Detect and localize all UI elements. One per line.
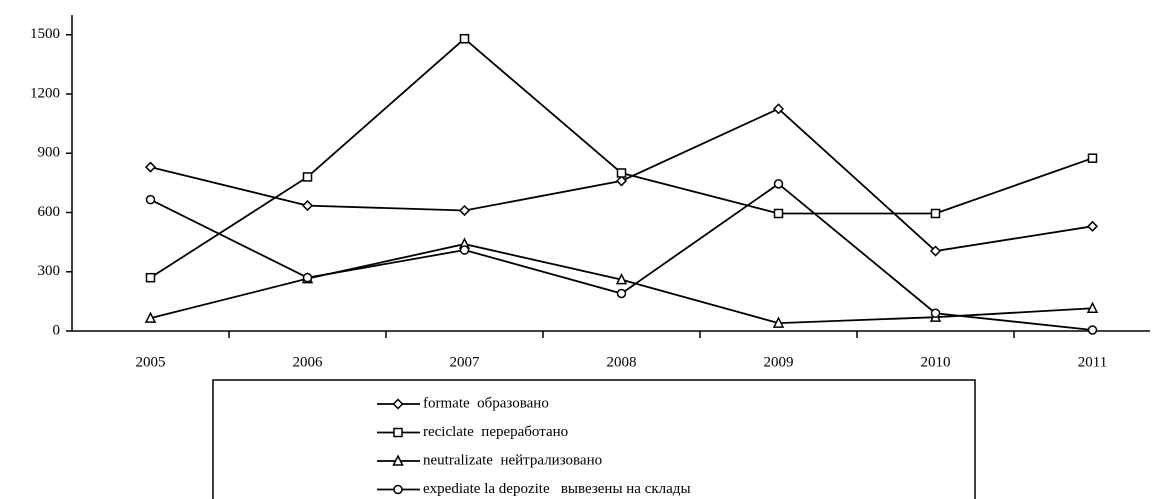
data-point [144,311,157,323]
data-point [615,272,628,285]
data-point [773,179,784,189]
x-tick-label: 2007 [450,354,481,370]
data-point [616,168,627,178]
series-line [150,37,1093,279]
data-point [301,200,314,212]
data-point [145,272,156,283]
legend-label: neutralizate нейтрализовано [423,452,602,468]
data-point [930,308,941,318]
data-point [302,172,313,182]
data-point [302,272,313,283]
data-point [773,208,784,219]
x-tick-label: 2008 [607,354,637,370]
y-tick-label: 300 [38,263,61,279]
data-point [145,194,156,205]
y-tick-label: 900 [38,145,61,161]
legend-label: reciclate переработано [423,424,568,440]
legend-marker [393,484,403,495]
x-tick-label: 2005 [136,354,166,370]
legend-marker [392,454,404,466]
legend-box [212,379,976,499]
data-point [458,204,471,217]
x-tick-label: 2009 [764,354,794,370]
legend-label: expediate la depozite вывезены на склады [423,481,691,497]
legend-label: formate образовано [423,395,549,411]
x-tick-label: 2011 [1078,354,1107,370]
data-point [930,208,941,219]
data-point [772,103,785,115]
data-point [459,33,470,44]
data-point [1087,325,1098,335]
data-point [616,288,627,299]
data-point [615,175,628,187]
data-point [929,245,942,257]
legend-marker [393,427,403,438]
data-point [459,245,470,255]
y-tick-label: 600 [38,204,61,220]
data-point [1087,153,1098,163]
data-point [1086,301,1099,314]
y-tick-label: 1200 [30,85,60,101]
series-line [150,182,1093,331]
data-point [1086,220,1099,232]
y-tick-label: 0 [53,322,61,338]
y-tick-label: 1500 [30,26,60,42]
legend-marker [392,398,404,410]
data-point [144,161,157,173]
x-tick-label: 2010 [921,354,951,370]
data-point [772,316,785,328]
x-tick-label: 2006 [293,354,324,370]
